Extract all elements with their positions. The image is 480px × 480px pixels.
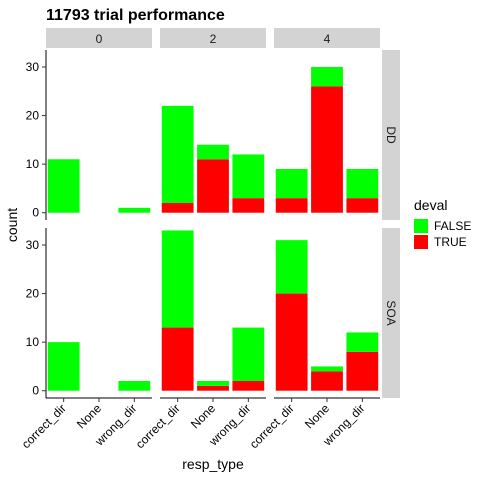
bar-false <box>346 169 379 199</box>
bar-false <box>47 159 80 213</box>
legend-title: deval <box>414 197 447 213</box>
column-strip-label: 2 <box>210 32 217 46</box>
y-axes: 0 10 20 30 0 10 20 30 <box>26 50 47 398</box>
bar-false <box>311 366 343 372</box>
bar-false <box>346 332 379 352</box>
row-strip <box>382 228 400 398</box>
y-tick-label: 20 <box>26 109 40 123</box>
column-strip <box>46 28 152 48</box>
bar-false <box>232 154 265 199</box>
bar-false <box>232 327 265 381</box>
bar-true <box>275 293 308 391</box>
x-tick-label: None <box>74 401 104 431</box>
column-strip <box>274 28 380 48</box>
y-tick-label: 30 <box>26 238 40 252</box>
bar-true <box>311 86 343 213</box>
y-tick-label: 20 <box>26 287 40 301</box>
bar-true <box>232 198 265 213</box>
bar-false <box>311 67 343 87</box>
y-axis-title: count <box>4 208 20 242</box>
row-facet-strips: DD SOA <box>382 50 400 398</box>
x-tick-label: correct_dir <box>19 401 69 451</box>
column-strip-label: 0 <box>96 32 103 46</box>
y-tick-label: 0 <box>32 384 39 398</box>
x-tick-label: None <box>302 401 332 431</box>
bar-true <box>311 371 343 391</box>
legend-label: TRUE <box>434 235 467 249</box>
y-tick-label: 30 <box>26 60 40 74</box>
bar-false <box>161 230 194 328</box>
bar-false <box>118 207 151 213</box>
bar-true <box>161 327 194 391</box>
bar-false <box>275 169 308 199</box>
legend: deval FALSE TRUE <box>414 197 471 249</box>
row-strip-label: SOA <box>384 300 398 325</box>
bar-true <box>346 351 379 391</box>
y-tick-label: 10 <box>26 157 40 171</box>
chart-title: 11793 trial performance <box>46 7 225 24</box>
x-tick-label: correct_dir <box>247 401 297 451</box>
legend-label: FALSE <box>434 219 471 233</box>
row-strip-label: DD <box>384 126 398 144</box>
column-facet-strips: 0 2 4 <box>46 28 380 48</box>
bar-true <box>346 198 379 213</box>
bar-true <box>197 385 229 391</box>
bar-false <box>275 240 308 294</box>
x-tick-label: correct_dir <box>133 401 183 451</box>
y-tick-label: 10 <box>26 335 40 349</box>
facet-panels <box>47 67 379 391</box>
legend-key-true <box>414 235 428 249</box>
x-tick-label: None <box>188 401 218 431</box>
row-strip <box>382 50 400 220</box>
bar-true <box>161 203 194 213</box>
bar-false <box>118 381 151 391</box>
bar-false <box>47 342 80 391</box>
x-axis-title: resp_type <box>182 456 244 472</box>
bar-false <box>197 381 229 386</box>
bar-true <box>275 198 308 213</box>
column-strip-label: 4 <box>324 32 331 46</box>
bar-false <box>161 105 194 203</box>
bar-true <box>232 381 265 391</box>
y-tick-label: 0 <box>32 206 39 220</box>
column-strip <box>160 28 266 48</box>
bar-true <box>197 159 229 213</box>
legend-key-false <box>414 219 428 233</box>
bar-false <box>197 144 229 160</box>
